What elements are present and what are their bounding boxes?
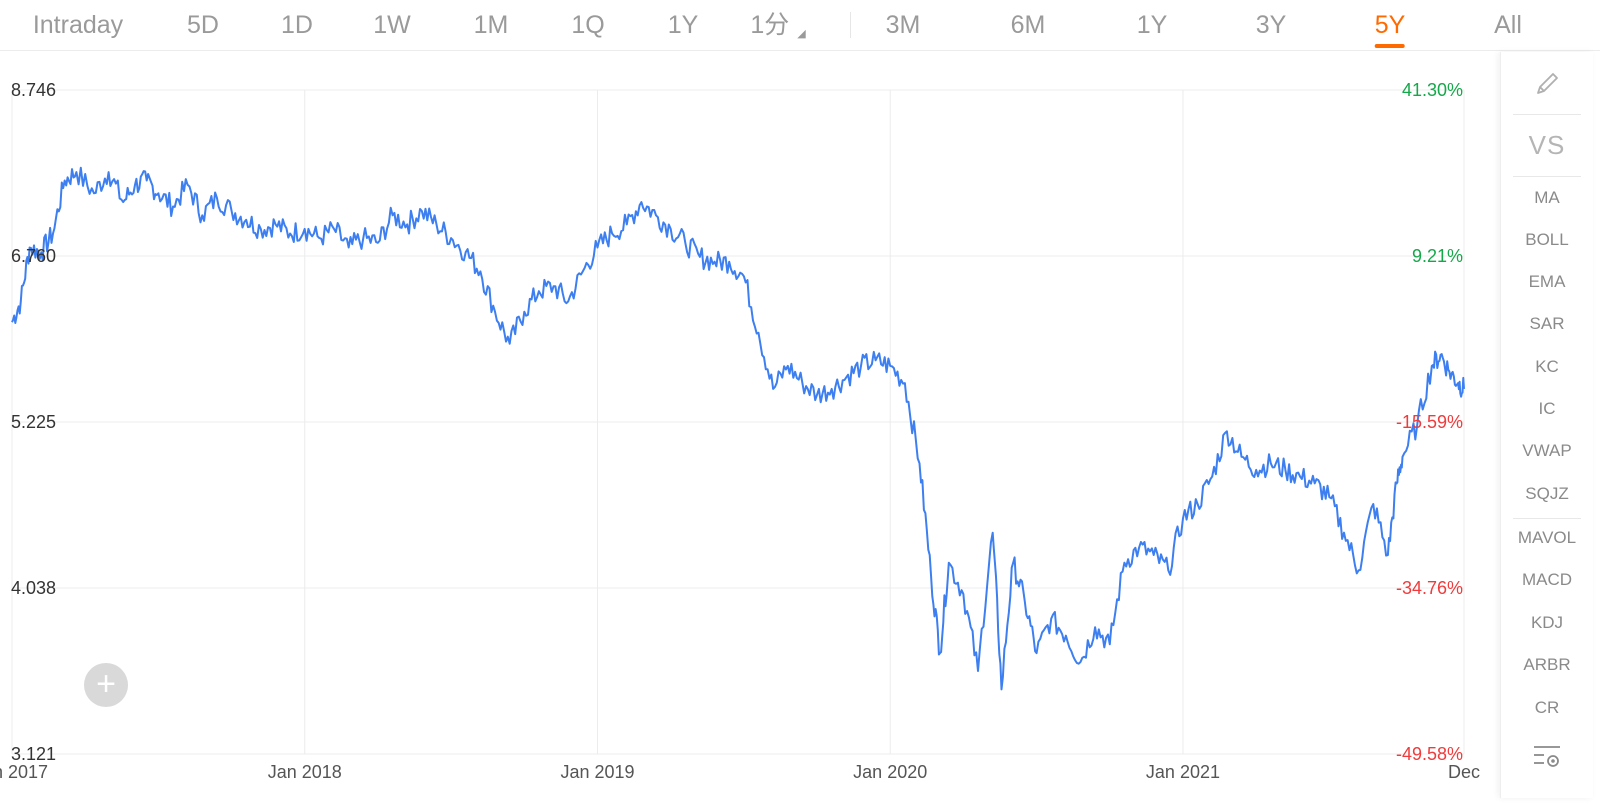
- chart-series: [11, 166, 1465, 691]
- indicator-boll[interactable]: BOLL: [1525, 230, 1569, 249]
- price-chart[interactable]: 8.746 41.30% 6.760 9.21% 5.225 -15.59% 4.038 -3…: [0, 50, 1500, 790]
- pct-tick-label: 9.21%: [1412, 246, 1463, 266]
- indicator-ic[interactable]: IC: [1538, 399, 1556, 418]
- plus-icon: +: [96, 665, 116, 703]
- x-tick-label: Jan 2017: [0, 762, 48, 782]
- indicator-ema[interactable]: EMA: [1528, 272, 1566, 291]
- indicator-cr[interactable]: CR: [1534, 698, 1560, 717]
- indicator-macd[interactable]: MACD: [1521, 570, 1573, 589]
- x-tick-label: Dec: [1448, 762, 1480, 782]
- chart-labels: 8.746 41.30% 6.760 9.21% 5.225 -15.59% 4.038 -3…: [0, 80, 1480, 782]
- y-tick-label: 8.746: [11, 80, 56, 100]
- pct-tick-label: -15.59%: [1396, 412, 1463, 432]
- x-tick-label: Jan 2021: [1146, 762, 1220, 782]
- tab-5y-label: 5Y: [1374, 11, 1406, 39]
- y-tick-label: 5.225: [11, 412, 56, 432]
- y-tick-label: 6.760: [11, 246, 56, 266]
- tab-1y-intraday[interactable]: 1Y: [667, 11, 699, 39]
- price-line: [11, 166, 1465, 691]
- x-tick-label: Jan 2019: [560, 762, 634, 782]
- indicator-vwap[interactable]: VWAP: [1522, 441, 1572, 460]
- tab-intraday[interactable]: Intraday: [32, 11, 124, 39]
- indicator-arbr[interactable]: ARBR: [1523, 655, 1571, 674]
- vs-compare-button[interactable]: VS: [1528, 130, 1566, 160]
- tab-3m[interactable]: 3M: [885, 11, 921, 39]
- x-tick-label: Jan 2020: [853, 762, 927, 782]
- tab-1-minute-dropdown[interactable]: 1分 ◢: [750, 0, 805, 50]
- indicator-panel: VS MA BOLL EMA SAR KC IC VWAP SQJZ MAVOL MACD KDJ A…: [1500, 52, 1593, 798]
- tab-1-minute-label: 1分: [750, 11, 790, 39]
- tab-3y[interactable]: 3Y: [1255, 11, 1287, 39]
- indicator-ma[interactable]: MA: [1534, 188, 1560, 207]
- active-tab-underline: [1375, 44, 1405, 48]
- y-tick-label: 3.121: [11, 744, 56, 764]
- settings-list-icon[interactable]: [1501, 742, 1593, 774]
- period-tab-bar: Intraday 5D 1D 1W 1M 1Q 1Y 1分 ◢ 3M 6M 1Y …: [0, 0, 1600, 51]
- indicator-mavol[interactable]: MAVOL: [1517, 528, 1577, 547]
- indicator-sqjz[interactable]: SQJZ: [1525, 484, 1569, 503]
- tab-6m[interactable]: 6M: [1010, 11, 1046, 39]
- dropdown-triangle-icon: ◢: [797, 28, 806, 40]
- tab-5y[interactable]: 5Y: [1374, 0, 1406, 50]
- y-tick-label: 4.038: [11, 578, 56, 598]
- chart-grid: [11, 89, 1465, 755]
- add-indicator-button[interactable]: +: [84, 663, 128, 707]
- pct-tick-label: 41.30%: [1402, 80, 1463, 100]
- tab-divider: [850, 12, 851, 38]
- tab-1y[interactable]: 1Y: [1136, 11, 1168, 39]
- tab-1d[interactable]: 1D: [281, 11, 313, 39]
- tab-1m[interactable]: 1M: [473, 11, 509, 39]
- tab-all[interactable]: All: [1494, 11, 1522, 39]
- indicator-kdj[interactable]: KDJ: [1530, 613, 1564, 632]
- indicator-kc[interactable]: KC: [1535, 357, 1559, 376]
- pct-tick-label: -34.76%: [1396, 578, 1463, 598]
- panel-divider: [1513, 518, 1581, 519]
- tab-1q[interactable]: 1Q: [571, 11, 605, 39]
- x-tick-label: Jan 2018: [268, 762, 342, 782]
- pct-tick-label: -49.58%: [1396, 744, 1463, 764]
- panel-divider: [1513, 176, 1581, 177]
- tab-1w[interactable]: 1W: [373, 11, 411, 39]
- indicator-sar[interactable]: SAR: [1529, 314, 1565, 333]
- pencil-icon[interactable]: [1501, 64, 1593, 104]
- panel-divider: [1513, 114, 1581, 115]
- tab-5d[interactable]: 5D: [187, 11, 219, 39]
